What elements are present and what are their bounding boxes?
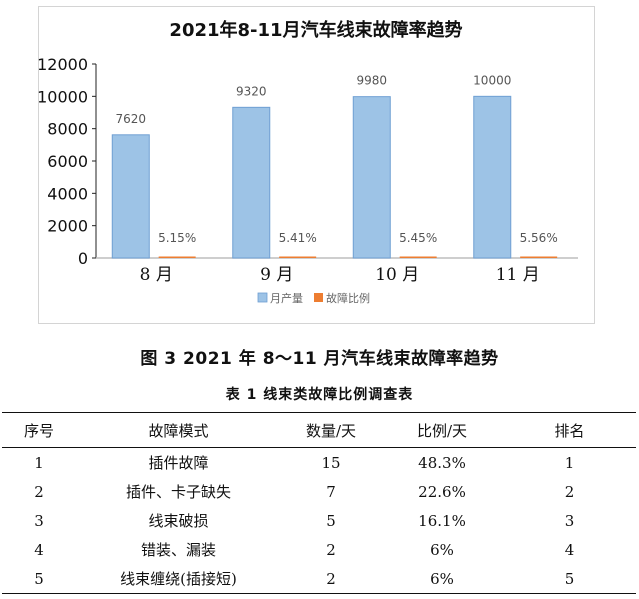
header-rank: 排名: [554, 421, 585, 440]
x-tick-label: 8 月: [140, 265, 173, 285]
chart-title: 2021年8-11月汽车线束故障率趋势: [169, 19, 462, 41]
data-label-production: 9320: [236, 84, 267, 98]
bar-production: [352, 96, 391, 259]
table-row: 4 错装、漏装 2 6% 4: [2, 535, 636, 564]
cell-count: 2: [326, 540, 336, 559]
legend-swatch-production: [257, 292, 268, 303]
table-row: 3 线束破损 5 16.1% 3: [2, 506, 636, 535]
x-tick-label: 9 月: [260, 265, 293, 285]
data-label-production: 7620: [115, 112, 146, 126]
bar-production: [232, 106, 271, 259]
x-tick-label: 10 月: [375, 265, 419, 285]
data-label-fault-ratio: 5.41%: [279, 231, 317, 245]
cell-count: 7: [326, 482, 336, 501]
x-tick-label: 11 月: [496, 265, 540, 285]
data-label-production: 9980: [356, 74, 387, 88]
bar-chart: 2021年8-11月汽车线束故障率趋势 0 2000 4000 6000 8000 1000…: [37, 19, 578, 305]
cell-ratio: 6%: [430, 540, 454, 559]
data-label-fault-ratio: 5.45%: [399, 231, 437, 245]
legend-swatch-fault-ratio: [314, 293, 323, 302]
table-header-row: 序号 故障模式 数量/天 比例/天 排名: [2, 412, 636, 448]
cell-rank: 1: [564, 453, 575, 472]
cell-count: 15: [321, 453, 341, 472]
cell-count: 2: [326, 569, 336, 588]
cell-rank: 3: [564, 511, 575, 530]
cell-index: 5: [34, 569, 44, 588]
header-fault-mode: 故障模式: [148, 421, 209, 440]
legend-label-production: 月产量: [270, 291, 303, 305]
cell-count: 5: [326, 511, 336, 530]
header-index: 序号: [23, 421, 54, 440]
cell-index: 3: [34, 511, 44, 530]
table-row: 2 插件、卡子缺失 7 22.6% 2: [2, 477, 636, 506]
y-tick-label: 4000: [47, 184, 88, 203]
cell-fault-mode: 线束破损: [148, 512, 209, 530]
bar-production: [473, 95, 512, 259]
table-caption: 表 1 线束类故障比例调查表: [225, 387, 414, 403]
cell-index: 2: [34, 482, 44, 501]
cell-fault-mode: 线束缠绕(插接短): [120, 570, 237, 588]
bar-fault-ratio: [399, 256, 437, 258]
table-row: 5 线束缠绕(插接短) 2 6% 5: [2, 564, 636, 594]
cell-ratio: 16.1%: [418, 511, 466, 530]
data-label-fault-ratio: 5.15%: [158, 231, 196, 245]
cell-rank: 2: [564, 482, 575, 501]
cell-rank: 4: [564, 540, 575, 559]
y-tick-label: 6000: [47, 152, 88, 171]
data-label-fault-ratio: 5.56%: [520, 231, 558, 245]
y-tick-label: 2000: [47, 217, 88, 236]
cell-rank: 5: [564, 569, 575, 588]
header-count: 数量/天: [305, 421, 357, 440]
header-ratio: 比例/天: [416, 421, 468, 440]
cell-ratio: 22.6%: [418, 482, 466, 501]
legend-label-fault-ratio: 故障比例: [326, 291, 370, 305]
y-tick-label: 10000: [37, 87, 88, 106]
table-row: 1 插件故障 15 48.3% 1: [2, 448, 636, 478]
cell-ratio: 48.3%: [418, 453, 466, 472]
cell-ratio: 6%: [430, 569, 454, 588]
figure-caption: 图 3 2021 年 8～11 月汽车线束故障率趋势: [140, 349, 499, 369]
bar-fault-ratio: [158, 256, 196, 258]
y-tick-label: 8000: [47, 120, 88, 139]
bar-production: [111, 134, 150, 259]
cell-fault-mode: 插件故障: [148, 454, 209, 472]
y-tick-label: 12000: [37, 55, 88, 74]
bar-fault-ratio: [279, 256, 317, 258]
cell-index: 4: [34, 540, 44, 559]
cell-fault-mode: 插件、卡子缺失: [125, 483, 231, 501]
y-tick-label: 0: [78, 249, 88, 268]
cell-fault-mode: 错装、漏装: [140, 541, 216, 559]
fault-table: 序号 故障模式 数量/天 比例/天 排名 1 插件故障 15 48.3% 1 2…: [2, 412, 636, 594]
data-label-production: 10000: [473, 73, 511, 87]
bar-fault-ratio: [520, 256, 558, 258]
cell-index: 1: [34, 453, 44, 472]
